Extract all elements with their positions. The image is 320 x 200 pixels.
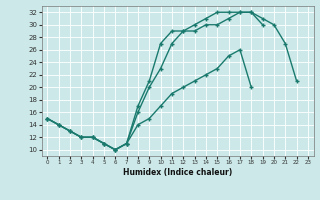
- X-axis label: Humidex (Indice chaleur): Humidex (Indice chaleur): [123, 168, 232, 177]
